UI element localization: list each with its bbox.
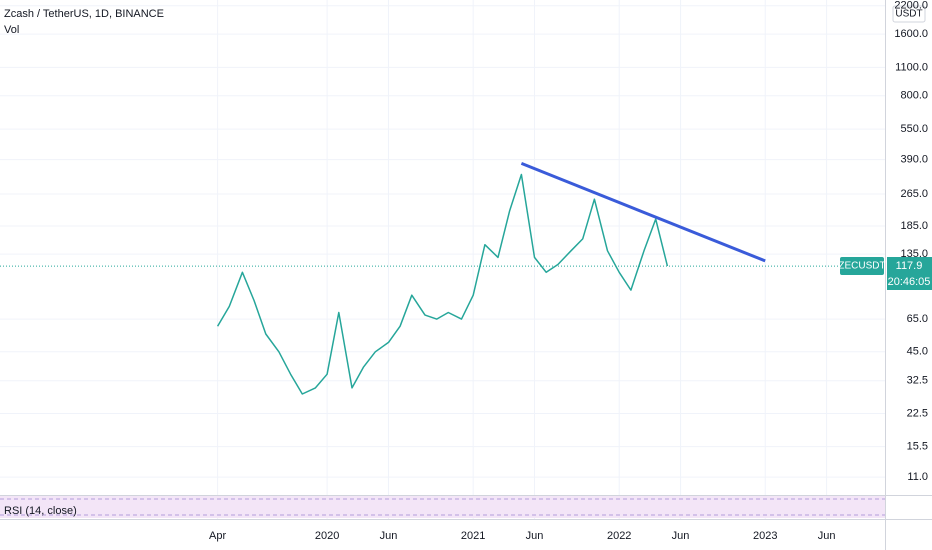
x-tick-label: Jun: [818, 530, 836, 542]
chart-title: Zcash / TetherUS, 1D, BINANCE: [4, 8, 164, 20]
y-tick-label: 800.0: [900, 90, 928, 102]
currency-badge[interactable]: [892, 5, 926, 23]
symbol-tag: [840, 257, 884, 275]
currency: USDT: [895, 9, 922, 20]
y-tick-label: 11.0: [907, 471, 928, 483]
y-tick-label: 65.0: [907, 313, 928, 325]
series-line: [216, 173, 669, 395]
x-tick-label: 2022: [607, 530, 631, 542]
y-tick-label: 390.0: [900, 154, 928, 166]
last-price: 117.9: [896, 260, 923, 272]
y-tick-label: 22.5: [907, 407, 928, 419]
y-tick-label: 185.0: [900, 220, 928, 232]
symbol: ZECUSDT: [838, 261, 885, 272]
y-tick-label: 135.0: [900, 248, 928, 260]
y-tick-label: 15.5: [907, 441, 928, 453]
countdown: 20:46:05: [888, 276, 931, 288]
y-tick-label: 32.5: [907, 375, 928, 387]
last-price-box: [887, 257, 932, 290]
x-tick-label: 2023: [753, 530, 777, 542]
plot: [0, 162, 885, 395]
x-tick-label: 2021: [461, 530, 485, 542]
x-tick-label: 2020: [315, 530, 339, 542]
y-tick-label: 1100.0: [895, 61, 928, 73]
x-tick-label: Jun: [526, 530, 544, 542]
y-tick-label: 1600.0: [894, 28, 928, 40]
grid: [0, 0, 885, 519]
y-tick-label: 2200.0: [894, 0, 928, 12]
price-tag: ZECUSDT 117.9 20:46:05: [838, 257, 932, 290]
x-tick-label: Jun: [380, 530, 398, 542]
series-line: [520, 162, 766, 263]
y-tick-label: 265.0: [900, 188, 928, 200]
x-tick-label: Jun: [672, 530, 690, 542]
y-tick-label: 550.0: [900, 123, 928, 135]
rsi-label: RSI (14, close): [4, 505, 77, 517]
rsi-pane: [0, 496, 885, 518]
volume-label: Vol: [4, 24, 19, 36]
x-tick-label: Apr: [209, 530, 226, 542]
y-tick-label: 45.0: [907, 346, 928, 358]
